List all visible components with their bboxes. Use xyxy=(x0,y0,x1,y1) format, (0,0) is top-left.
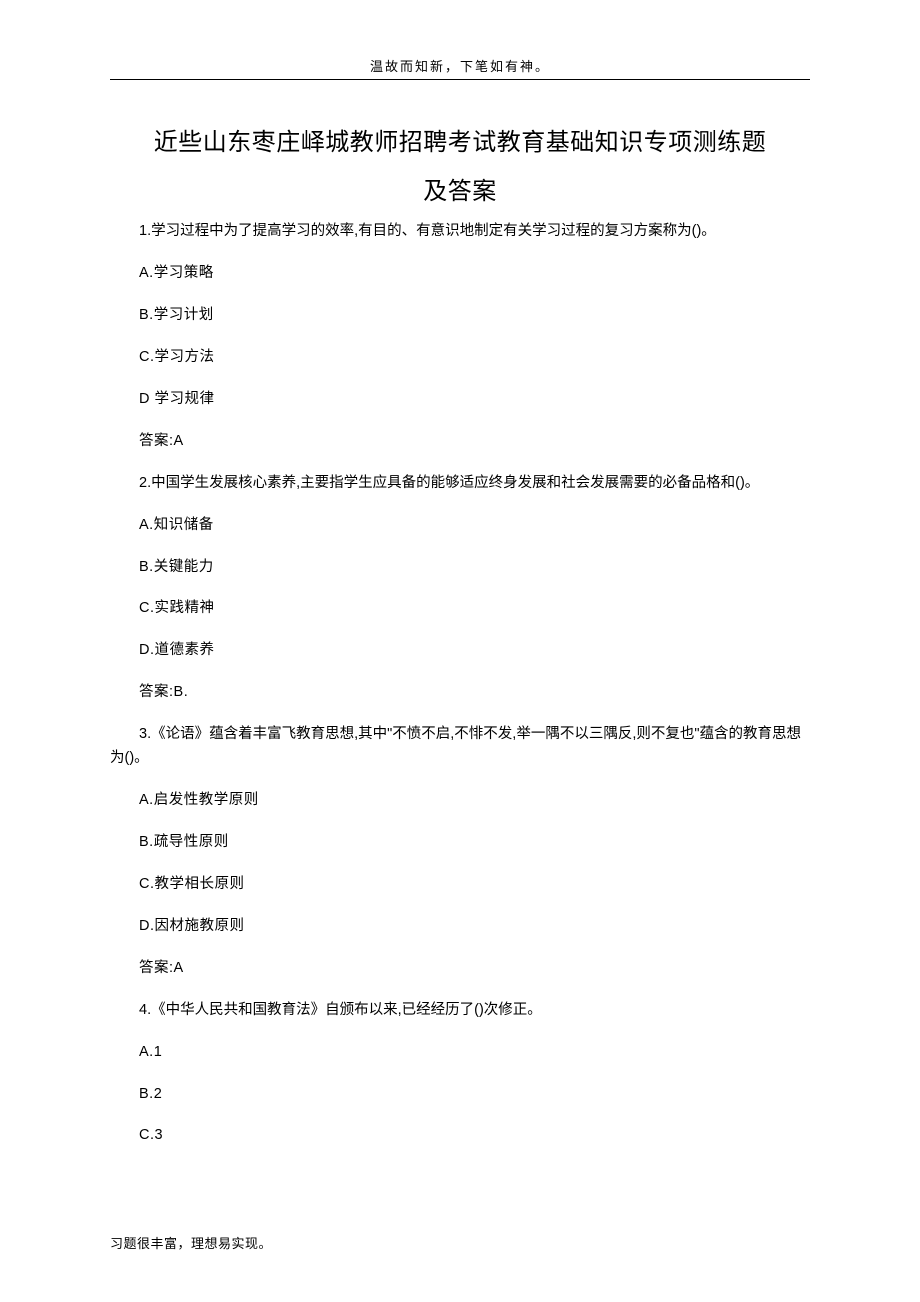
question-option: A.知识储备 xyxy=(110,514,810,538)
question-option: C.教学相长原则 xyxy=(110,873,810,897)
page-footer-text: 习题很丰富，理想易实现。 xyxy=(110,1233,272,1252)
question-answer: 答案:A xyxy=(110,430,810,454)
question-stem: 4.《中华人民共和国教育法》自颁布以来,已经经历了()次修正。 xyxy=(110,999,810,1023)
question-answer: 答案:B. xyxy=(110,681,810,705)
question-option: C.实践精神 xyxy=(110,597,810,621)
question-option: B.2 xyxy=(110,1083,810,1107)
question-option: D.道德素养 xyxy=(110,639,810,663)
question-stem: 2.中国学生发展核心素养,主要指学生应具备的能够适应终身发展和社会发展需要的必备… xyxy=(110,472,810,496)
question-option: A.1 xyxy=(110,1041,810,1065)
document-body: 1.学习过程中为了提高学习的效率,有目的、有意识地制定有关学习过程的复习方案称为… xyxy=(110,220,810,1148)
question-option: C.学习方法 xyxy=(110,346,810,370)
question-option: B.关键能力 xyxy=(110,556,810,580)
question-option: D.因材施教原则 xyxy=(110,915,810,939)
question-option: B.疏导性原则 xyxy=(110,831,810,855)
page-header-text: 温故而知新，下笔如有神。 xyxy=(110,56,810,75)
question-option: B.学习计划 xyxy=(110,304,810,328)
question-answer: 答案:A xyxy=(110,957,810,981)
question-option: A.学习策略 xyxy=(110,262,810,286)
question-option: D 学习规律 xyxy=(110,388,810,412)
page-container: 温故而知新，下笔如有神。 近些山东枣庄峄城教师招聘考试教育基础知识专项测练题 及… xyxy=(0,0,920,1206)
question-option: C.3 xyxy=(110,1124,810,1148)
question-option: A.启发性教学原则 xyxy=(110,789,810,813)
header-divider xyxy=(110,79,810,80)
document-title-line2: 及答案 xyxy=(110,171,810,206)
question-stem: 1.学习过程中为了提高学习的效率,有目的、有意识地制定有关学习过程的复习方案称为… xyxy=(110,220,810,244)
question-stem: 3.《论语》蕴含着丰富飞教育思想,其中"不愤不启,不悱不发,举一隅不以三隅反,则… xyxy=(110,723,810,771)
document-title-line1: 近些山东枣庄峄城教师招聘考试教育基础知识专项测练题 xyxy=(110,122,810,165)
